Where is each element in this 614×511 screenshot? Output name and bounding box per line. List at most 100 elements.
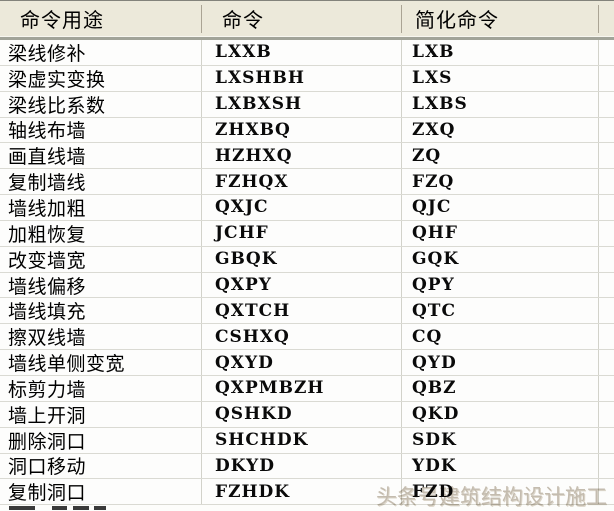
cell-purpose: 改变墙宽 (0, 246, 202, 272)
cell-empty (599, 402, 614, 427)
header-divider (401, 5, 402, 33)
cell-command: CSHXQ (202, 324, 402, 350)
cell-short-command: SDK (402, 427, 599, 453)
cell-empty (599, 376, 614, 401)
header-bottom-border (0, 37, 614, 40)
header-divider (201, 5, 202, 33)
table-row: 梁虚实变换 LXSHBH LXS (0, 65, 614, 92)
column-header-short-command[interactable]: 简化命令 (402, 1, 599, 36)
cell-empty (599, 298, 614, 323)
cell-empty (599, 195, 614, 220)
column-header-command-label: 命令 (222, 10, 264, 32)
cell-command: LXXB (202, 40, 402, 65)
table-row: 墙上开洞 QSHKD QKD (0, 401, 614, 428)
cell-command: JCHF (202, 220, 402, 246)
cell-short-command: FZD (402, 479, 599, 505)
cell-empty (599, 40, 614, 65)
cell-short-command: QYD (402, 350, 599, 375)
cell-command: SHCHDK (202, 427, 402, 453)
cell-command: ZHXBQ (202, 117, 402, 143)
cell-purpose: 墙线加粗 (0, 195, 202, 220)
cell-purpose: 标剪力墙 (0, 375, 202, 401)
cell-command: LXBXSH (202, 91, 402, 117)
cell-command: QXPY (202, 272, 402, 298)
table-row: 改变墙宽 GBQK GQK (0, 246, 614, 273)
cell-command: QSHKD (202, 401, 402, 427)
column-header-purpose[interactable]: 命令用途 (0, 1, 202, 36)
cell-short-command: ZQ (402, 143, 599, 169)
cell-short-command: QTC (402, 298, 599, 324)
cell-command: QXTCH (202, 298, 402, 324)
cell-purpose: 洞口移动 (0, 453, 202, 479)
cell-empty (599, 324, 614, 349)
table-row: 加粗恢复 JCHF QHF (0, 220, 614, 247)
cell-command: DKYD (202, 453, 402, 479)
cell-command: HZHXQ (202, 143, 402, 169)
header-highlight-line (0, 36, 614, 37)
header-divider (598, 5, 599, 33)
table-row: 墙线加粗 QXJC QJC (0, 195, 614, 221)
cell-empty (599, 92, 614, 117)
cell-short-command: LXB (402, 40, 599, 65)
table-row: 复制洞口 FZHDK FZD (0, 479, 614, 506)
cell-empty (599, 454, 614, 479)
cell-short-command: YDK (402, 453, 599, 479)
table-row: 墙线单侧变宽 QXYD QYD (0, 350, 614, 376)
cell-empty (599, 428, 614, 453)
cell-short-command: QPY (402, 272, 599, 298)
cell-short-command: GQK (402, 246, 599, 272)
table-header: 命令用途 命令 简化命令 (0, 0, 614, 36)
cell-purpose: 梁虚实变换 (0, 65, 202, 91)
cell-command: LXSHBH (202, 65, 402, 91)
cell-short-command: FZQ (402, 169, 599, 195)
clipped-row-fragment (0, 505, 614, 510)
cell-short-command: QBZ (402, 375, 599, 401)
column-header-empty (599, 1, 614, 36)
cell-short-command: LXBS (402, 91, 599, 117)
cell-empty (599, 66, 614, 91)
cell-purpose: 加粗恢复 (0, 220, 202, 246)
cell-command: QXPMBZH (202, 375, 402, 401)
table-row: 画直线墙 HZHXQ ZQ (0, 143, 614, 170)
cell-short-command: QHF (402, 220, 599, 246)
table-row: 墙线偏移 QXPY QPY (0, 272, 614, 299)
table-row: 梁线修补 LXXB LXB (0, 40, 614, 66)
cell-command: FZHQX (202, 169, 402, 195)
cell-short-command: QJC (402, 195, 599, 220)
cell-purpose: 擦双线墙 (0, 324, 202, 350)
cell-empty (599, 247, 614, 272)
cell-short-command: QKD (402, 401, 599, 427)
cell-empty (599, 143, 614, 168)
cell-empty (599, 273, 614, 298)
column-header-short-command-label: 简化命令 (415, 10, 499, 32)
column-header-command[interactable]: 命令 (202, 1, 402, 36)
cell-purpose: 墙线偏移 (0, 272, 202, 298)
table-row: 标剪力墙 QXPMBZH QBZ (0, 375, 614, 402)
table-row: 轴线布墙 ZHXBQ ZXQ (0, 117, 614, 144)
cell-purpose: 轴线布墙 (0, 117, 202, 143)
column-header-purpose-label: 命令用途 (20, 10, 104, 32)
cell-short-command: ZXQ (402, 117, 599, 143)
table-row: 梁线比系数 LXBXSH LXBS (0, 91, 614, 118)
table-body: 梁线修补 LXXB LXB 梁虚实变换 LXSHBH LXS 梁线比系数 LXB… (0, 40, 614, 510)
table-row: 墙线填充 QXTCH QTC (0, 298, 614, 325)
cell-empty (599, 169, 614, 194)
cell-purpose: 墙线单侧变宽 (0, 350, 202, 375)
cell-purpose: 复制洞口 (0, 479, 202, 505)
table-row: 洞口移动 DKYD YDK (0, 453, 614, 480)
cell-purpose: 梁线修补 (0, 40, 202, 65)
cell-short-command: LXS (402, 65, 599, 91)
cell-purpose: 复制墙线 (0, 169, 202, 195)
table-row: 复制墙线 FZHQX FZQ (0, 169, 614, 196)
watermark: 头条号建筑结构设计施工 (376, 486, 607, 509)
cell-command: QXYD (202, 350, 402, 375)
cell-empty (599, 118, 614, 143)
cell-purpose: 画直线墙 (0, 143, 202, 169)
cell-command: QXJC (202, 195, 402, 220)
table-row: 删除洞口 SHCHDK SDK (0, 427, 614, 454)
cell-purpose: 墙线填充 (0, 298, 202, 324)
cell-empty (599, 350, 614, 375)
cell-command: FZHDK (202, 479, 402, 505)
cell-purpose: 梁线比系数 (0, 91, 202, 117)
